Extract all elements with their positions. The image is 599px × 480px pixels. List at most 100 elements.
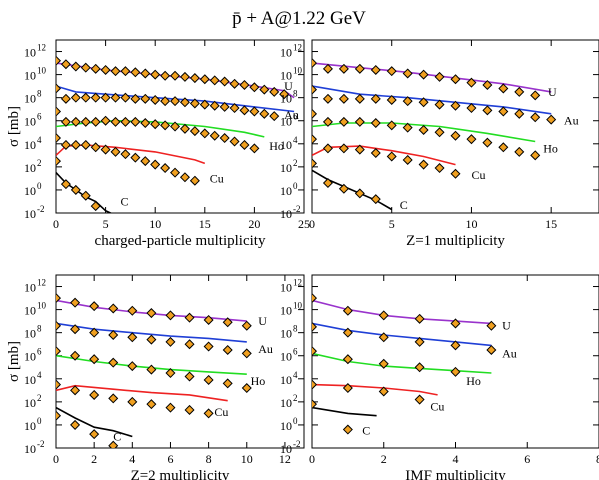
data-point-U	[249, 82, 260, 93]
series-label-Au: Au	[284, 108, 299, 122]
data-point-C	[338, 183, 349, 194]
y-tick-exponent: 4	[37, 135, 42, 145]
data-point-Au	[150, 94, 161, 105]
series-label-U: U	[284, 79, 293, 93]
y-tick-exponent: 0	[37, 181, 42, 191]
y-tick-exponent: 10	[293, 66, 303, 76]
y-tick-label: 10	[280, 92, 292, 106]
data-point-U	[386, 66, 397, 77]
y-tick-exponent: 4	[293, 135, 298, 145]
data-point-Ho	[249, 143, 260, 154]
data-point-U	[434, 71, 445, 82]
model-curve-C	[312, 169, 393, 211]
data-point-Au	[219, 101, 230, 112]
y-tick-label: 10	[24, 184, 36, 198]
data-point-Cu	[322, 143, 333, 154]
data-point-Ho	[514, 146, 525, 157]
data-point-Cu	[89, 389, 100, 400]
data-point-Au	[146, 334, 157, 345]
data-point-Ho	[127, 361, 138, 372]
data-point-Ho	[60, 116, 71, 127]
data-point-U	[279, 89, 290, 100]
data-point-U	[184, 312, 195, 323]
data-point-Cu	[184, 404, 195, 415]
data-point-Cu	[189, 175, 200, 186]
y-tick-exponent: -2	[293, 439, 301, 449]
data-point-Au	[127, 332, 138, 343]
data-point-Ho	[130, 116, 141, 127]
data-point-U	[89, 301, 100, 312]
y-tick-label: 10	[280, 281, 292, 295]
y-tick-label: 10	[24, 419, 36, 433]
series-label-Cu: Cu	[430, 399, 444, 413]
model-curve-Cu	[56, 384, 228, 402]
data-point-U	[56, 55, 62, 66]
y-tick-exponent: 0	[293, 181, 298, 191]
y-tick-exponent: 6	[293, 112, 298, 122]
data-point-Au	[222, 344, 233, 355]
data-point-U	[414, 313, 425, 324]
y-tick-label: 10	[24, 373, 36, 387]
data-point-Au	[70, 324, 81, 335]
y-tick-exponent: 8	[37, 324, 42, 334]
data-point-Au	[199, 99, 210, 110]
data-point-Au	[259, 108, 270, 119]
data-point-Cu	[127, 396, 138, 407]
data-point-U	[466, 77, 477, 88]
x-axis-label: IMF multiplicity	[405, 468, 506, 480]
plot-area	[312, 293, 497, 435]
data-point-Ho	[450, 366, 461, 377]
data-point-Ho	[322, 116, 333, 127]
data-point-Au	[184, 339, 195, 350]
y-tick-label: 10	[280, 184, 292, 198]
x-tick-label: 10	[241, 452, 253, 466]
data-point-Ho	[402, 122, 413, 133]
series-label-C: C	[120, 194, 128, 208]
data-point-Au	[140, 93, 151, 104]
data-point-U	[378, 310, 389, 321]
y-tick-label: 10	[24, 46, 36, 60]
data-point-U	[199, 74, 210, 85]
y-tick-label: 10	[280, 327, 292, 341]
data-point-U	[110, 66, 121, 77]
series-label-U: U	[548, 85, 557, 99]
x-axis-label: charged-particle multiplicity	[95, 233, 266, 249]
data-point-C	[108, 440, 119, 448]
series-label-U: U	[502, 319, 511, 333]
data-point-U	[189, 73, 200, 84]
data-point-Ho	[482, 137, 493, 148]
data-point-Ho	[80, 116, 91, 127]
data-point-Ho	[342, 354, 353, 365]
data-point-C	[56, 156, 62, 167]
y-tick-label: 10	[24, 138, 36, 152]
data-point-Cu	[170, 167, 181, 178]
y-tick-label: 10	[24, 69, 36, 83]
data-point-Au	[249, 106, 260, 117]
y-tick-exponent: 6	[293, 347, 298, 357]
data-point-Ho	[354, 116, 365, 127]
data-point-U	[498, 83, 509, 94]
data-point-U	[322, 63, 333, 74]
data-point-Au	[354, 93, 365, 104]
y-tick-label: 10	[280, 138, 292, 152]
data-point-U	[418, 69, 429, 80]
data-point-Ho	[312, 346, 318, 357]
data-point-U	[160, 70, 171, 81]
data-point-C	[70, 419, 81, 430]
data-point-Au	[269, 111, 280, 122]
data-point-Ho	[120, 116, 131, 127]
data-point-Ho	[170, 121, 181, 132]
data-point-U	[342, 305, 353, 316]
data-point-Ho	[450, 130, 461, 141]
data-point-U	[269, 86, 280, 97]
data-point-Cu	[146, 399, 157, 410]
x-tick-label: 2	[91, 452, 97, 466]
data-point-Cu	[108, 393, 119, 404]
y-tick-exponent: -2	[37, 439, 45, 449]
y-tick-label: 10	[24, 396, 36, 410]
y-tick-label: 10	[280, 115, 292, 129]
data-point-Ho	[466, 134, 477, 145]
data-point-Ho	[530, 150, 541, 161]
series-label-C: C	[113, 429, 121, 443]
